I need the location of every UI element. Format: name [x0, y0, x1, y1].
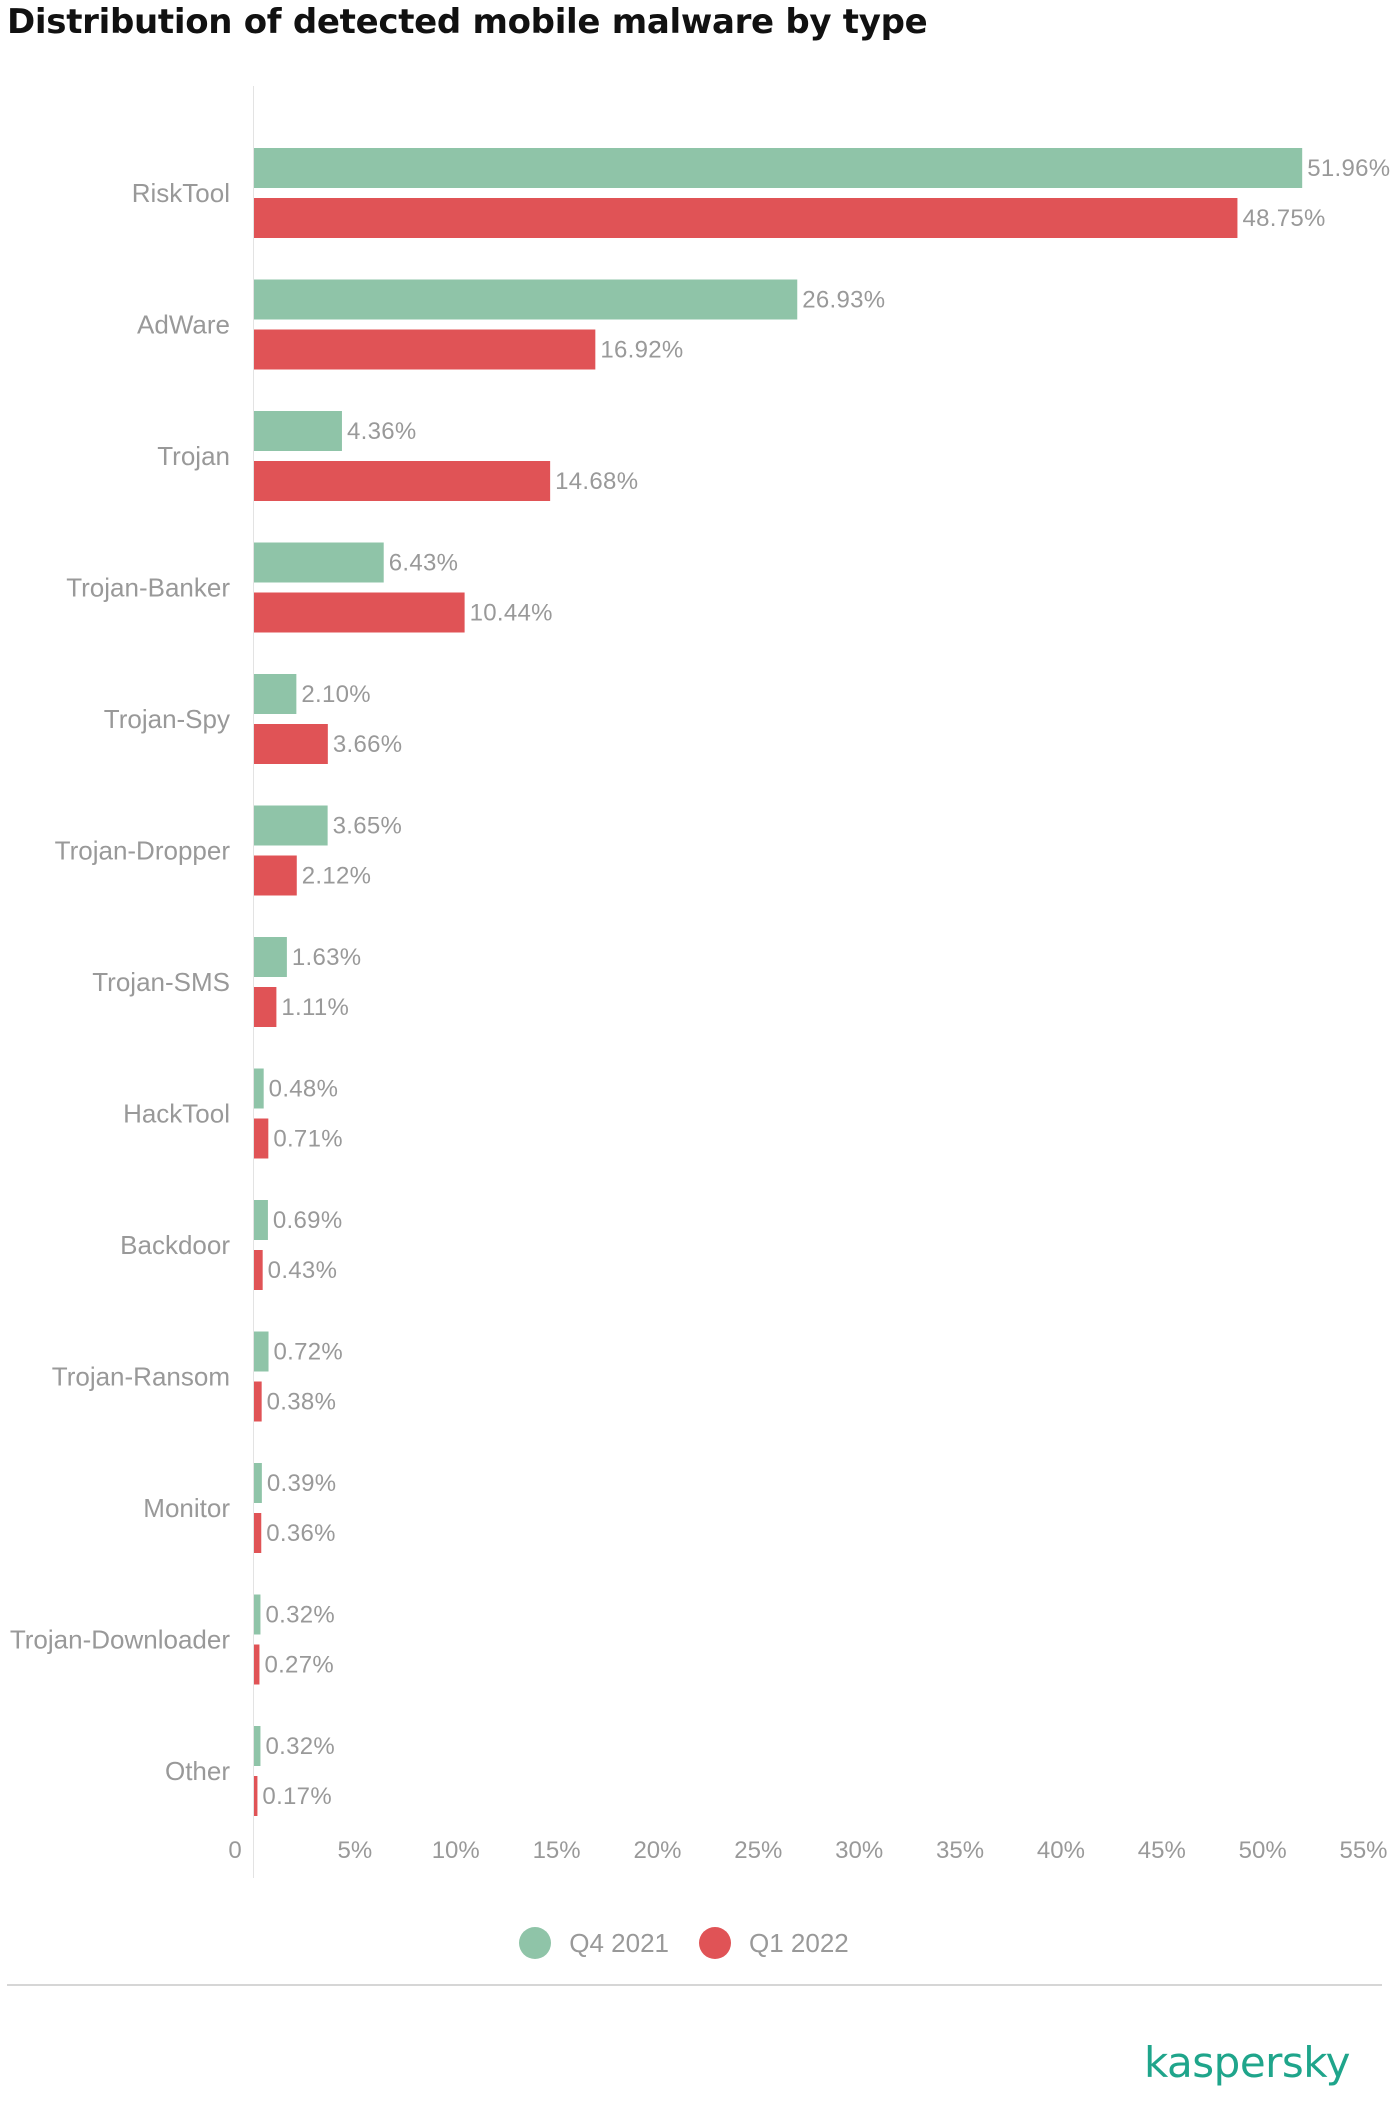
bar [254, 542, 384, 583]
data-label: 3.65% [333, 813, 403, 840]
data-label: 2.10% [301, 681, 371, 708]
data-label: 0.32% [265, 1733, 335, 1760]
x-tick-label: 50% [1239, 1837, 1287, 1864]
bar [254, 279, 798, 320]
data-label: 16.92% [600, 337, 683, 364]
data-label: 0.27% [264, 1652, 334, 1679]
bar [254, 1331, 269, 1372]
data-label: 48.75% [1242, 205, 1325, 232]
bar [254, 1118, 269, 1159]
bar [254, 1513, 262, 1553]
bar [254, 1776, 258, 1816]
category-label: Trojan-Ransom [52, 1362, 230, 1392]
bar [254, 1200, 268, 1240]
data-label: 0.36% [266, 1520, 336, 1547]
x-tick-label: 35% [936, 1837, 984, 1864]
data-label: 0.17% [262, 1783, 332, 1810]
data-label: 0.39% [267, 1470, 337, 1497]
category-label: HackTool [123, 1099, 230, 1129]
x-tick-label: 20% [633, 1837, 681, 1864]
data-label: 0.72% [274, 1339, 344, 1366]
bar [254, 329, 596, 370]
bar [254, 987, 277, 1027]
category-label: Trojan-Banker [66, 573, 230, 603]
legend-item-q1-2022[interactable]: Q1 2022 [699, 1927, 849, 1959]
bar [254, 1463, 262, 1503]
data-label: 0.43% [268, 1257, 338, 1284]
category-label: Trojan-SMS [92, 967, 230, 997]
data-label: 6.43% [389, 550, 459, 577]
data-label: 3.66% [333, 731, 403, 758]
bar [254, 937, 287, 977]
data-label: 14.68% [555, 468, 638, 495]
data-label: 0.71% [273, 1126, 343, 1153]
data-label: 0.32% [265, 1602, 335, 1629]
legend-swatch-q1-2022 [699, 1927, 731, 1959]
bar [254, 592, 465, 633]
x-tick-label: 55% [1339, 1837, 1387, 1864]
category-label: Trojan-Downloader [10, 1625, 230, 1655]
bar-chart: RiskTool 51.96% 48.75% AdWare 26.93% 16.92% Tr… [10, 86, 1390, 1878]
x-tick-label: 10% [432, 1837, 480, 1864]
data-label: 0.38% [267, 1389, 337, 1416]
kaspersky-logo: kaspersky [1143, 2038, 1351, 2087]
bar [254, 198, 1238, 238]
x-tick-label: 15% [533, 1837, 581, 1864]
bar [254, 724, 328, 764]
data-label: 1.11% [281, 994, 349, 1021]
footer-divider [7, 1984, 1382, 1986]
x-tick-label: 0 [228, 1837, 241, 1864]
data-label: 1.63% [292, 944, 362, 971]
category-label: Other [165, 1756, 230, 1786]
legend-label-q1-2022: Q1 2022 [749, 1927, 849, 1958]
data-label: 2.12% [302, 863, 372, 890]
bar [254, 461, 551, 501]
category-label: Backdoor [120, 1230, 230, 1260]
bar [254, 674, 297, 714]
legend-item-q4-2021[interactable]: Q4 2021 [519, 1927, 669, 1959]
x-tick-label: 25% [734, 1837, 782, 1864]
category-label: Trojan-Spy [104, 704, 230, 734]
data-label: 0.69% [273, 1207, 343, 1234]
x-tick-label: 40% [1037, 1837, 1085, 1864]
category-label: Monitor [143, 1493, 230, 1523]
data-label: 51.96% [1307, 155, 1390, 182]
data-label: 4.36% [347, 418, 417, 445]
x-tick-label: 5% [338, 1837, 373, 1864]
bar [254, 1594, 261, 1635]
chart-title: Distribution of detected mobile malware … [7, 2, 928, 42]
bar [254, 855, 297, 896]
bar [254, 1250, 263, 1290]
bar [254, 1644, 260, 1685]
category-label: RiskTool [132, 178, 230, 208]
x-tick-label: 30% [835, 1837, 883, 1864]
category-label: Trojan [157, 441, 230, 471]
category-label: Trojan-Dropper [55, 836, 231, 866]
bar [254, 805, 328, 846]
legend-label-q4-2021: Q4 2021 [569, 1927, 669, 1958]
bar [254, 1068, 264, 1109]
data-label: 10.44% [470, 600, 553, 627]
legend-swatch-q4-2021 [519, 1927, 552, 1959]
category-label: AdWare [137, 310, 230, 340]
x-tick-label: 45% [1138, 1837, 1186, 1864]
bar [254, 411, 342, 451]
bar [254, 1381, 262, 1422]
chart-legend: Q4 2021 Q1 2022 [0, 1922, 1383, 1964]
bar [254, 148, 1303, 188]
data-label: 26.93% [802, 287, 885, 314]
data-label: 0.48% [269, 1076, 339, 1103]
bar [254, 1726, 261, 1766]
